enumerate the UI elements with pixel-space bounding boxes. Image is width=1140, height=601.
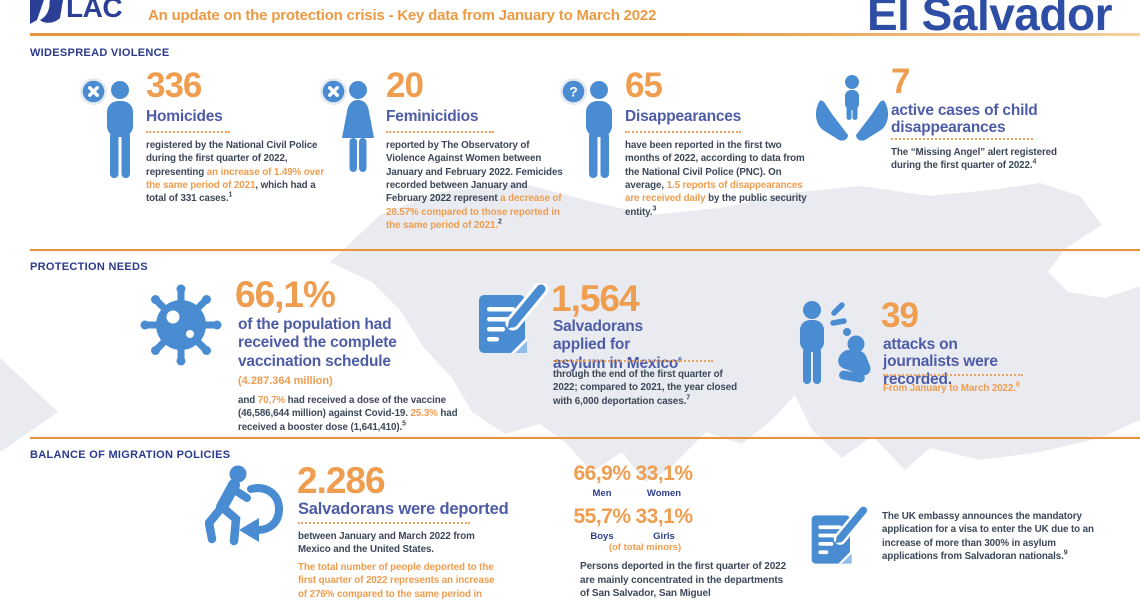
stat-label: active cases of child disappearances bbox=[891, 102, 1038, 137]
document-pen-icon bbox=[479, 283, 549, 353]
stat-label: of the population had received the compl… bbox=[238, 316, 397, 370]
stat-label: Homicides bbox=[146, 108, 223, 125]
stat-number: 66,1% bbox=[235, 274, 336, 315]
percent-label: Girls bbox=[653, 531, 675, 542]
deported-demographics: 66,9% Men 33,1% Women 55,7% Boys 33,1% G… bbox=[573, 462, 803, 599]
logo-text: LAC bbox=[66, 0, 123, 23]
document-pen-icon bbox=[811, 505, 870, 564]
stat-label: Salvadorans were deported bbox=[298, 500, 509, 518]
virus-icon bbox=[140, 284, 222, 366]
percent-women: 33,1% Women bbox=[635, 462, 693, 499]
percent-label: Boys bbox=[590, 531, 614, 542]
stat-number: 7 bbox=[891, 62, 910, 101]
stat-description: through the end of the first quarter of … bbox=[553, 369, 737, 407]
hands-holding-child-icon bbox=[815, 75, 889, 141]
header-rule bbox=[30, 33, 1140, 36]
stat-vaccination: 66,1% of the population had received the… bbox=[140, 274, 490, 433]
minors-note: (of total minors) bbox=[608, 542, 682, 553]
percent-label: Men bbox=[592, 488, 612, 499]
x-circle-badge-icon bbox=[320, 78, 347, 105]
percent-label: Women bbox=[646, 488, 682, 499]
percent-value: 55,7% bbox=[573, 505, 631, 528]
stat-deported: 2.286 Salvadorans were deported between … bbox=[205, 460, 515, 600]
dotted-rule bbox=[298, 522, 470, 524]
stat-feminicidios: 20 Feminicidios reported by The Observat… bbox=[320, 64, 565, 244]
woman-icon bbox=[342, 81, 374, 172]
dotted-rule bbox=[883, 374, 1023, 376]
stat-child-disappearances: 7 active cases of child disappearances T… bbox=[815, 62, 1115, 242]
section-title-violence: WIDESPREAD VIOLENCE bbox=[30, 47, 170, 59]
section-divider bbox=[30, 249, 1140, 251]
stat-asylum: 1,564 Salvadorans applied for asylum in … bbox=[477, 280, 777, 420]
logo bbox=[30, 0, 64, 33]
percent-value: 66,9% bbox=[573, 462, 631, 485]
person-icon bbox=[586, 81, 612, 178]
stat-uk-visa: The UK embassy announces the mandatory a… bbox=[810, 505, 1120, 595]
stat-number: 1,564 bbox=[551, 278, 640, 319]
stat-label: Disappearances bbox=[625, 108, 742, 125]
stat-number: 2.286 bbox=[297, 460, 386, 501]
person-icon bbox=[107, 81, 133, 178]
stat-note: (4.287.364 million) bbox=[238, 375, 333, 387]
stat-disappearances: ? 65 Disappearances have been reported i… bbox=[560, 64, 810, 244]
percent-value: 33,1% bbox=[635, 505, 693, 528]
percent-value: 33,1% bbox=[635, 462, 693, 485]
section-divider bbox=[30, 437, 1140, 439]
section-title-migration: BALANCE OF MIGRATION POLICIES bbox=[30, 449, 231, 461]
flag-swoosh-icon bbox=[30, 0, 63, 24]
header-subtitle: An update on the protection crisis - Key… bbox=[148, 7, 657, 24]
section-title-protection: PROTECTION NEEDS bbox=[30, 261, 148, 273]
stat-number: 39 bbox=[881, 296, 919, 335]
dotted-rule bbox=[553, 360, 713, 362]
stat-description: The “Missing Angel” alert registered dur… bbox=[891, 147, 1057, 172]
dotted-rule bbox=[625, 131, 741, 133]
stat-number: 336 bbox=[146, 66, 202, 105]
stat-label: Salvadorans applied for asylum in Mexico… bbox=[553, 318, 682, 372]
stat-description: registered by the National Civil Police … bbox=[146, 140, 325, 205]
dotted-rule bbox=[386, 131, 494, 133]
stat-description: and 70,7% had received a dose of the vac… bbox=[238, 395, 458, 433]
stat-homicides: 336 Homicides registered by the National… bbox=[80, 64, 324, 244]
person-attacked-icon bbox=[800, 301, 871, 384]
stat-description-accent: The total number of people deported to t… bbox=[298, 562, 495, 600]
stat-journalists: 39 attacks on journalists were recorded.… bbox=[797, 294, 1117, 414]
percent-men: 66,9% Men bbox=[573, 462, 631, 499]
svg-text:?: ? bbox=[569, 84, 578, 100]
stat-description: From January to March 2022.8 bbox=[883, 381, 1020, 394]
percent-girls: 33,1% Girls bbox=[635, 505, 693, 542]
x-circle-badge-icon bbox=[80, 78, 107, 105]
question-circle-badge-icon: ? bbox=[560, 78, 587, 105]
percent-boys: 55,7% Boys bbox=[573, 505, 631, 542]
uk-description: The UK embassy announces the mandatory a… bbox=[882, 511, 1094, 562]
concentration-text: Persons deported in the first quarter of… bbox=[580, 561, 787, 600]
dotted-rule bbox=[891, 138, 1033, 140]
stat-label: Feminicidios bbox=[386, 108, 479, 125]
stat-label: attacks on journalists were recorded. bbox=[883, 336, 998, 388]
stat-description: between January and March 2022 from Mexi… bbox=[298, 531, 475, 556]
running-person-return-arrow-icon bbox=[205, 465, 284, 546]
stat-description: have been reported in the first two mont… bbox=[625, 140, 807, 218]
stat-number: 20 bbox=[386, 66, 424, 105]
stat-description: reported by The Observatory of Violence … bbox=[386, 140, 563, 231]
dotted-rule bbox=[146, 131, 230, 133]
stat-number: 65 bbox=[625, 66, 663, 105]
